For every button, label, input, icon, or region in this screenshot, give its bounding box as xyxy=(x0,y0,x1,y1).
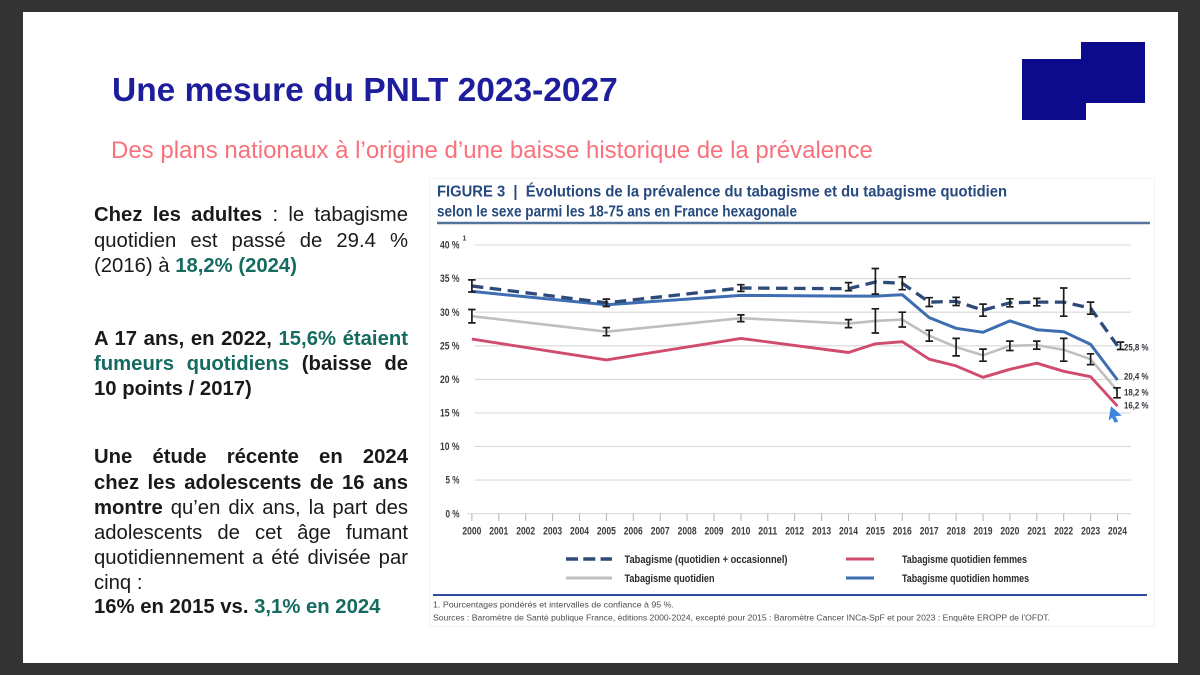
svg-text:15 %: 15 % xyxy=(440,408,460,420)
svg-text:2021: 2021 xyxy=(1027,526,1046,538)
svg-text:30 %: 30 % xyxy=(440,307,460,319)
svg-text:2010: 2010 xyxy=(731,526,750,538)
svg-text:2022: 2022 xyxy=(1054,526,1073,538)
svg-text:2005: 2005 xyxy=(597,526,616,538)
svg-text:Tabagisme quotidien: Tabagisme quotidien xyxy=(625,573,715,585)
svg-text:2004: 2004 xyxy=(570,526,589,538)
svg-text:2015: 2015 xyxy=(866,526,885,538)
svg-text:2023: 2023 xyxy=(1081,526,1100,538)
svg-text:2016: 2016 xyxy=(893,526,912,538)
svg-text:Sources : Baromètre de Santé p: Sources : Baromètre de Santé publique Fr… xyxy=(433,613,1050,623)
svg-text:2018: 2018 xyxy=(947,526,966,538)
svg-text:2011: 2011 xyxy=(758,526,777,538)
svg-text:16,2 %: 16,2 % xyxy=(1124,401,1149,411)
svg-text:2020: 2020 xyxy=(1000,526,1019,538)
svg-text:20 %: 20 % xyxy=(440,374,460,386)
svg-text:2002: 2002 xyxy=(516,526,535,538)
svg-text:selon le sexe parmi les 18-75: selon le sexe parmi les 18-75 ans en Fra… xyxy=(437,204,797,221)
svg-text:2014: 2014 xyxy=(839,526,858,538)
svg-text:1. Pourcentages pondérés et in: 1. Pourcentages pondérés et intervalles … xyxy=(433,600,674,610)
svg-text:Tabagisme quotidien hommes: Tabagisme quotidien hommes xyxy=(902,573,1029,585)
svg-text:2013: 2013 xyxy=(812,526,831,538)
svg-text:25 %: 25 % xyxy=(440,340,460,352)
svg-text:2001: 2001 xyxy=(489,526,508,538)
svg-text:2017: 2017 xyxy=(920,526,939,538)
svg-text:2000: 2000 xyxy=(462,526,481,538)
svg-text:5 %: 5 % xyxy=(446,475,460,487)
svg-text:2012: 2012 xyxy=(785,526,804,538)
svg-text:35 %: 35 % xyxy=(440,273,460,285)
svg-text:2019: 2019 xyxy=(974,526,993,538)
svg-text:2024: 2024 xyxy=(1108,526,1127,538)
svg-text:2009: 2009 xyxy=(705,526,724,538)
svg-text:10 %: 10 % xyxy=(440,441,460,453)
svg-text:18,2 %: 18,2 % xyxy=(1124,388,1149,398)
svg-text:2008: 2008 xyxy=(678,526,697,538)
svg-text:Tabagisme (quotidien + occasio: Tabagisme (quotidien + occasionnel) xyxy=(625,554,788,566)
svg-text:0 %: 0 % xyxy=(446,508,460,520)
svg-text:40 %: 40 % xyxy=(440,240,460,252)
svg-text:FIGURE 3 | Évolutions de la: FIGURE 3 | Évolutions de la prévalence d… xyxy=(437,182,1007,201)
svg-text:25,8 %: 25,8 % xyxy=(1124,343,1149,353)
svg-text:2007: 2007 xyxy=(651,526,670,538)
svg-text:1: 1 xyxy=(463,236,467,243)
svg-text:2006: 2006 xyxy=(624,526,643,538)
svg-text:Tabagisme quotidien femmes: Tabagisme quotidien femmes xyxy=(902,554,1027,566)
svg-text:2003: 2003 xyxy=(543,526,562,538)
svg-text:20,4 %: 20,4 % xyxy=(1124,372,1149,382)
